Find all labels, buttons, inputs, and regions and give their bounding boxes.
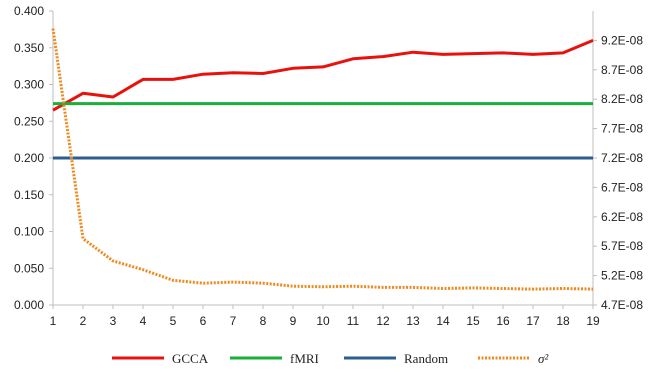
left-tick-label: 0.100: [14, 225, 44, 239]
left-tick-label: 0.200: [14, 151, 44, 165]
right-tick-label: 7.2E-08: [601, 151, 643, 165]
right-axis-ticks: 4.7E-08 5.2E-08 5.7E-08 6.2E-08 6.7E-08 7.2E-…: [593, 33, 643, 312]
x-tick-label: 19: [586, 314, 600, 328]
x-tick-label: 6: [200, 314, 207, 328]
right-tick-label: 6.2E-08: [601, 210, 643, 224]
left-tick-label: 0.250: [14, 114, 44, 128]
right-tick-label: 4.7E-08: [601, 298, 643, 312]
right-tick-label: 7.7E-08: [601, 122, 643, 136]
left-tick-label: 0.400: [14, 4, 44, 18]
legend-label: σ²: [538, 351, 549, 366]
legend: GCCA fMRI Random σ²: [112, 351, 549, 366]
left-tick-label: 0.350: [14, 41, 44, 55]
left-tick-label: 0.150: [14, 188, 44, 202]
x-tick-label: 2: [80, 314, 87, 328]
x-axis-ticks: 1 2 3 4 5 6 7 8 9 10 11 12 13 14 15 16 17 18 19: [50, 305, 600, 328]
right-tick-label: 6.7E-08: [601, 180, 643, 194]
x-tick-label: 13: [406, 314, 420, 328]
x-tick-label: 5: [170, 314, 177, 328]
x-tick-label: 8: [260, 314, 267, 328]
series-line--: [51, 28, 594, 291]
x-tick-label: 12: [376, 314, 390, 328]
x-tick-label: 10: [316, 314, 330, 328]
series-line-gcca: [52, 39, 594, 112]
left-axis-ticks: 0.000 0.050 0.100 0.150 0.200 0.250 0.300 0.350…: [14, 4, 53, 312]
x-tick-label: 4: [140, 314, 147, 328]
x-tick-label: 3: [110, 314, 117, 328]
x-tick-label: 7: [230, 314, 237, 328]
left-tick-label: 0.300: [14, 78, 44, 92]
x-tick-label: 16: [496, 314, 510, 328]
right-tick-label: 9.2E-08: [601, 33, 643, 47]
x-tick-label: 11: [347, 314, 360, 328]
legend-label: Random: [404, 351, 448, 366]
x-tick-label: 18: [556, 314, 570, 328]
left-tick-label: 0.000: [14, 298, 44, 312]
right-tick-label: 5.7E-08: [601, 239, 643, 253]
x-tick-label: 9: [290, 314, 297, 328]
series-layer: [51, 28, 594, 291]
legend-label: fMRI: [290, 351, 319, 366]
x-tick-label: 14: [436, 314, 450, 328]
right-tick-label: 5.2E-08: [601, 269, 643, 283]
legend-label: GCCA: [172, 351, 209, 366]
x-tick-label: 15: [466, 314, 480, 328]
right-tick-label: 8.2E-08: [601, 92, 643, 106]
x-tick-label: 17: [526, 314, 540, 328]
left-tick-label: 0.050: [14, 261, 44, 275]
x-tick-label: 1: [50, 314, 57, 328]
right-tick-label: 8.7E-08: [601, 63, 643, 77]
